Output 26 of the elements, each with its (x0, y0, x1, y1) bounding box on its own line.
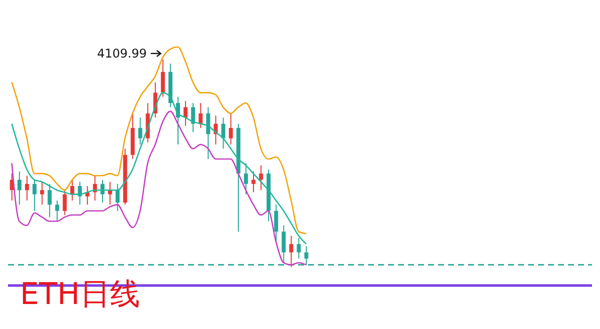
candlestick (32, 179, 37, 212)
candlestick (48, 183, 52, 218)
candlestick (191, 102, 196, 133)
candlestick (17, 170, 22, 206)
text: ETH日线 (20, 277, 140, 312)
candlestick (244, 162, 248, 195)
candlestick (289, 235, 294, 268)
candlestick (184, 100, 188, 126)
candlestick (198, 102, 203, 128)
candlestick (228, 112, 233, 146)
candlestick (221, 117, 226, 150)
candlestick (70, 179, 74, 202)
candlestick (62, 190, 67, 216)
candlestick (206, 106, 210, 160)
candlestick (24, 175, 29, 202)
candlestick (160, 58, 165, 98)
candlestick (296, 237, 301, 260)
candlestick (116, 183, 120, 212)
candlestick (282, 224, 286, 264)
candlestick (138, 117, 142, 146)
candlestick (259, 164, 264, 191)
candlestick (274, 204, 278, 242)
candlestick (55, 200, 60, 222)
candlestick (251, 170, 256, 193)
annotation: 4109.99 (97, 46, 147, 60)
candlestick (40, 181, 44, 206)
